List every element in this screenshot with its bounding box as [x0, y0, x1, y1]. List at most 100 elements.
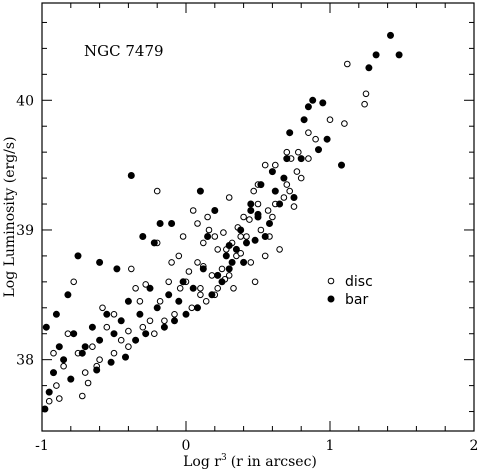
bar-point	[387, 31, 394, 39]
bar-point	[127, 172, 135, 179]
disc-point	[60, 362, 67, 370]
bar-point	[211, 207, 219, 214]
bar-point	[189, 284, 197, 292]
bar-point	[42, 323, 50, 331]
disc-point	[286, 187, 294, 195]
x-tick-label: 1	[326, 438, 335, 454]
disc-point	[264, 207, 272, 214]
disc-point	[125, 327, 132, 335]
disc-point	[117, 336, 125, 344]
disc-point	[175, 252, 183, 260]
bar-point	[372, 51, 380, 59]
bar-point	[261, 233, 269, 240]
disc-point	[257, 226, 265, 234]
bar-point	[64, 291, 72, 299]
bar-point	[45, 388, 53, 396]
disc-point	[194, 220, 201, 227]
galaxy-annotation: NGC 7479	[84, 42, 164, 60]
bar-point	[150, 239, 158, 247]
disc-point	[280, 194, 288, 201]
x-axis-label-suffix: (r in arcsec)	[231, 454, 317, 470]
bar-point	[276, 200, 284, 208]
disc-point	[50, 349, 57, 357]
disc-point	[125, 343, 132, 351]
x-tick-label: 0	[182, 438, 191, 454]
disc-point	[243, 233, 250, 240]
disc-point	[53, 382, 60, 389]
bar-point	[365, 64, 373, 72]
bar-point	[96, 336, 104, 344]
disc-point	[283, 148, 291, 156]
bar-point	[78, 349, 86, 357]
disc-point	[185, 268, 193, 275]
disc-point	[89, 343, 96, 351]
disc-point	[139, 323, 147, 331]
disc-point	[293, 168, 301, 175]
disc-point	[103, 323, 111, 331]
disc-point	[176, 285, 184, 292]
data-points	[41, 31, 403, 413]
legend-bar-marker	[327, 295, 335, 303]
disc-point	[168, 259, 175, 266]
disc-point	[161, 317, 168, 325]
bar-point	[237, 226, 245, 234]
bar-point	[117, 317, 125, 325]
bar-point	[103, 310, 111, 318]
bar-point	[113, 265, 121, 273]
bar-point	[182, 310, 190, 318]
disc-point	[153, 187, 161, 195]
bar-point	[243, 239, 250, 247]
bar-point	[168, 220, 176, 227]
legend-disc-label: disc	[345, 274, 373, 290]
disc-point	[205, 226, 213, 234]
bar-point	[139, 233, 147, 240]
disc-point	[188, 304, 196, 312]
disc-point	[283, 181, 291, 188]
bar-point	[179, 278, 187, 286]
disc-point	[64, 330, 72, 338]
bar-point	[297, 155, 305, 163]
bar-point	[93, 366, 101, 374]
bar-point	[122, 353, 129, 361]
disc-point	[218, 265, 226, 273]
disc-point	[269, 213, 276, 221]
bar-point	[50, 369, 57, 377]
disc-point	[305, 129, 312, 136]
disc-point	[251, 278, 259, 286]
bar-point	[309, 96, 317, 104]
disc-point	[237, 233, 244, 240]
bar-point	[300, 116, 308, 124]
disc-point	[214, 246, 221, 253]
disc-point	[208, 272, 216, 279]
bar-point	[204, 233, 212, 240]
bar-point	[142, 330, 150, 338]
bar-point	[254, 210, 262, 218]
bar-point	[60, 356, 68, 364]
disc-point	[99, 304, 106, 312]
disc-point	[146, 317, 154, 325]
disc-point	[128, 265, 135, 273]
bar-point	[52, 310, 60, 318]
disc-point	[362, 90, 370, 98]
disc-point	[70, 278, 77, 286]
bar-point	[171, 317, 178, 325]
bar-point	[175, 297, 183, 305]
bar-point	[338, 161, 345, 169]
bar-point	[286, 129, 294, 137]
bar-point	[323, 135, 331, 143]
disc-point	[171, 311, 178, 318]
disc-point	[202, 298, 210, 305]
x-tick-label: 2	[470, 438, 479, 454]
y-tick-label: 38	[16, 353, 34, 369]
bar-point	[70, 330, 78, 338]
bar-point	[304, 103, 312, 111]
disc-point	[142, 281, 149, 288]
bar-point	[280, 174, 288, 182]
x-tick-label: -1	[35, 438, 49, 454]
bar-point	[194, 304, 201, 312]
disc-point	[272, 161, 279, 169]
disc-point	[84, 379, 92, 387]
bar-point	[395, 51, 403, 59]
bar-point	[257, 181, 265, 189]
